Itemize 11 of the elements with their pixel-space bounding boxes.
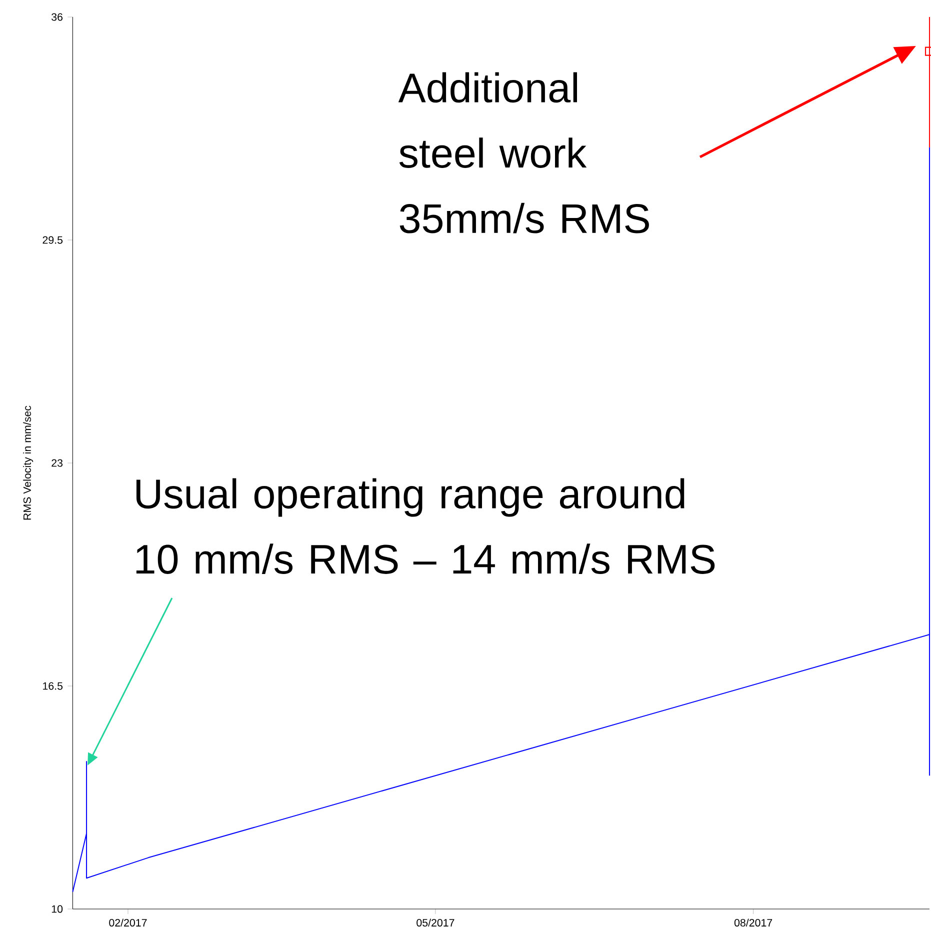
x-tick-label: 02/2017 <box>109 918 147 927</box>
x-tick-label: 05/2017 <box>416 918 454 927</box>
x-tick-label: 08/2017 <box>734 918 772 927</box>
annotation: Usual operating range around 10 mm/s RMS – 14 mm/s RMS <box>136 478 715 574</box>
y-axis-title: RMS Velocity in mm/sec <box>23 406 34 520</box>
y-tick-label: 10 <box>52 905 63 913</box>
y-tick-label: 16.5 <box>43 682 63 690</box>
y-tick-label: 36 <box>52 13 63 21</box>
y-tick-label: 29.5 <box>42 236 63 244</box>
annotation: Additional steel work 35mm/s RMS <box>398 72 649 234</box>
y-tick-label: 23 <box>52 459 63 467</box>
